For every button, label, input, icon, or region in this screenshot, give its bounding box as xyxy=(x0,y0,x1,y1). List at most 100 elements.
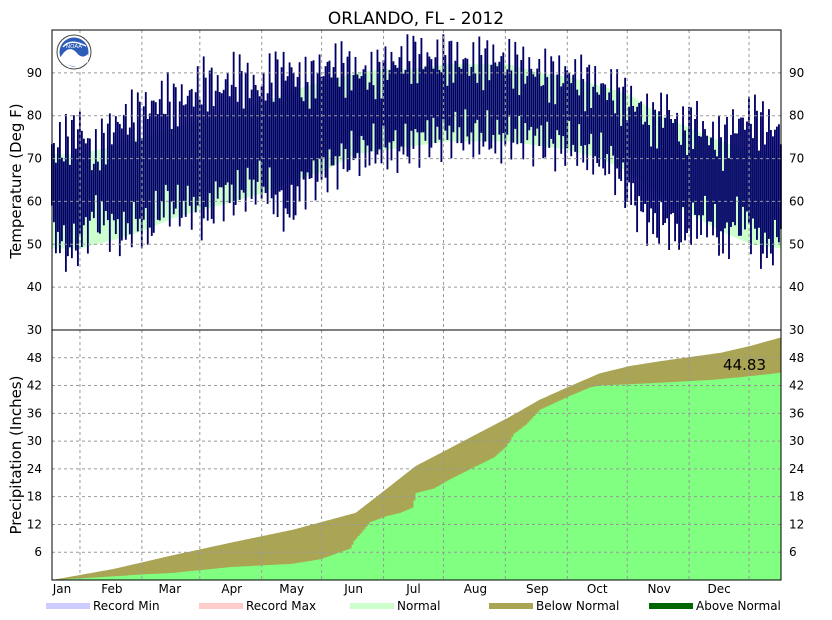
temp-observed-bar xyxy=(624,77,627,208)
legend-swatch xyxy=(199,603,243,609)
temp-observed-bar xyxy=(338,86,341,157)
temp-observed-bar xyxy=(652,102,655,235)
temp-observed-bar xyxy=(480,55,483,133)
temp-observed-bar xyxy=(180,84,183,218)
temp-observed-bar xyxy=(448,41,451,126)
temp-observed-bar xyxy=(586,67,589,171)
temp-observed-bar xyxy=(708,145,710,222)
temp-observed-bar xyxy=(712,121,714,236)
temp-observed-bar xyxy=(542,85,545,159)
temp-observed-bar xyxy=(182,105,185,201)
temp-observed-bar xyxy=(428,56,431,158)
temp-observed-bar xyxy=(612,100,615,156)
temp-observed-bar xyxy=(194,92,197,213)
precip-tick-label-right: 42 xyxy=(789,379,804,393)
temp-observed-bar xyxy=(100,118,103,202)
temp-observed-bar xyxy=(152,100,155,233)
temp-observed-bar xyxy=(434,57,437,143)
precip-tick-label-left: 42 xyxy=(27,379,42,393)
temp-observed-bar xyxy=(164,114,167,185)
temp-observed-bar xyxy=(498,61,501,135)
temp-observed-bar xyxy=(408,61,411,164)
temp-observed-bar xyxy=(53,143,55,223)
temp-observed-bar xyxy=(766,132,768,259)
temp-observed-bar xyxy=(632,105,635,184)
temp-observed-bar xyxy=(132,122,135,202)
precip-tick-label-right: 36 xyxy=(789,406,804,420)
temp-observed-bar xyxy=(664,117,666,224)
precip-tick-label-left: 30 xyxy=(27,434,42,448)
temp-observed-bar xyxy=(736,133,738,197)
temp-observed-bar xyxy=(610,69,613,146)
temp-observed-bar xyxy=(482,90,485,147)
temp-observed-bar xyxy=(316,73,319,182)
temp-observed-bar xyxy=(344,97,347,149)
legend-swatch xyxy=(350,603,394,609)
month-label: May xyxy=(279,582,304,596)
temp-y-ticks: 40 40 50 50 60 60 70 70 80 80 90 90 xyxy=(27,66,805,294)
temp-observed-bar xyxy=(346,56,349,172)
temp-observed-bar xyxy=(84,143,87,218)
temp-observed-bar xyxy=(94,129,97,196)
temp-observed-bar xyxy=(618,87,621,179)
temp-observed-bar xyxy=(650,146,653,209)
temp-observed-bar xyxy=(98,170,101,234)
temp-observed-bar xyxy=(716,156,718,238)
legend-swatch xyxy=(489,603,533,609)
temp-observed-bar xyxy=(660,92,662,203)
temp-observed-bar xyxy=(744,129,746,230)
temp-observed-bar xyxy=(314,98,317,201)
temp-observed-bar xyxy=(668,109,670,250)
temp-observed-bar xyxy=(430,59,433,148)
temp-observed-bar xyxy=(280,67,283,191)
temp-observed-bar xyxy=(200,104,203,241)
temp-observed-bar xyxy=(702,121,704,216)
temp-observed-bar xyxy=(112,132,115,221)
temp-observed-bar xyxy=(742,117,744,207)
temp-observed-bar xyxy=(286,76,289,215)
temp-observed-bar xyxy=(204,77,207,207)
temp-observed-bar xyxy=(142,106,145,220)
temp-observed-bar xyxy=(218,91,221,188)
temp-observed-bar xyxy=(298,62,301,202)
temp-observed-bar xyxy=(730,134,732,227)
legend-label: Normal xyxy=(397,599,440,613)
temp-observed-bar xyxy=(288,62,291,218)
temp-observed-bar xyxy=(312,60,315,161)
temp-observed-bar xyxy=(368,82,371,166)
temp-observed-bar xyxy=(330,77,333,166)
precip-tick-label-left: 48 xyxy=(27,351,42,365)
temp-observed-bar xyxy=(206,111,209,221)
chart-title: ORLANDO, FL - 2012 xyxy=(328,9,504,29)
legend: Record Min Record Max Normal Below Normal Ab… xyxy=(46,599,781,613)
temp-observed-bar xyxy=(692,148,694,203)
temp-observed-bar xyxy=(436,39,439,127)
temp-tick-label-right: 90 xyxy=(789,66,804,80)
temp-observed-bar xyxy=(696,100,698,239)
temp-observed-bar xyxy=(710,137,712,222)
temp-observed-bar xyxy=(134,141,137,219)
temp-observed-bar xyxy=(732,109,734,223)
temp-observed-bar xyxy=(232,51,235,216)
temp-observed-bar xyxy=(598,94,601,167)
temp-observed-bar xyxy=(572,74,575,145)
temp-observed-bar xyxy=(604,84,607,176)
temp-observed-bar xyxy=(412,35,415,149)
temp-observed-bar xyxy=(294,86,297,216)
temp-observed-bar xyxy=(114,116,117,235)
temp-observed-bar xyxy=(752,138,754,219)
temp-observed-bar xyxy=(626,120,629,202)
temp-observed-bar xyxy=(148,113,151,228)
temp-observed-bar xyxy=(292,72,295,220)
temp-tick-label-left: 60 xyxy=(27,194,42,208)
temp-tick-label-left: 80 xyxy=(27,109,42,123)
temp-observed-bar xyxy=(426,52,429,121)
temp-observed-bar xyxy=(350,90,353,131)
temp-observed-bar xyxy=(608,92,611,175)
temp-observed-bar xyxy=(540,86,543,126)
temp-observed-bar xyxy=(260,86,263,199)
temp-observed-bar xyxy=(236,101,239,171)
temp-observed-bar xyxy=(454,60,457,112)
temp-observed-bar xyxy=(416,83,419,133)
temp-observed-bar xyxy=(478,36,481,155)
